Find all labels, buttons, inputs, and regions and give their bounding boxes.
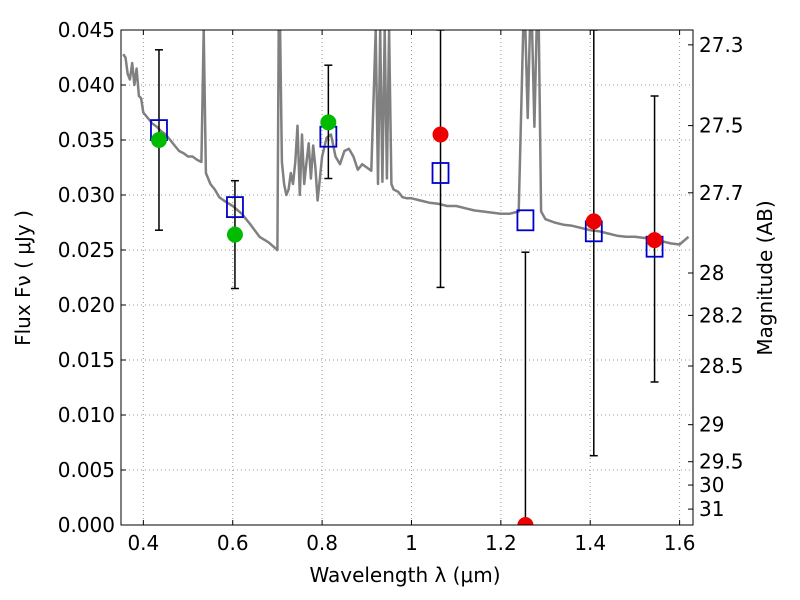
magnitude-tick-label: 31 <box>699 497 724 521</box>
y-tick-label: 0.015 <box>58 348 115 372</box>
observed-point-red <box>517 517 534 525</box>
x-tick-label: 0.8 <box>306 531 338 555</box>
y-tick-label: 0.005 <box>58 458 115 482</box>
magnitude-tick-label: 28.2 <box>699 303 744 327</box>
observed-point-red <box>432 126 449 143</box>
y-tick-label: 0.035 <box>58 128 115 152</box>
magnitude-tick-label: 27.7 <box>699 181 744 205</box>
magnitude-tick-label: 28.5 <box>699 354 744 378</box>
y-tick-label: 0.040 <box>58 73 115 97</box>
x-tick-label: 0.4 <box>127 531 159 555</box>
observed-point-red <box>585 213 602 230</box>
model-photometry-square <box>516 209 535 232</box>
x-tick-label: 1.2 <box>485 531 517 555</box>
x-tick-label: 1.6 <box>664 531 696 555</box>
magnitude-tick-label: 27.5 <box>699 114 744 138</box>
observed-point-green <box>150 132 167 148</box>
magnitude-tick-label: 28 <box>699 261 724 285</box>
data-layer <box>122 30 690 525</box>
observed-point-red <box>646 232 663 249</box>
axes: 0.4 0.6 0.8 1 1.2 1.4 1.6 0.000 0.005 0.010 0.015 0… <box>58 18 744 555</box>
y-tick-label: 0.025 <box>58 238 115 262</box>
y-tick-label: 0.020 <box>58 293 115 317</box>
magnitude-tick-label: 27.3 <box>699 33 744 57</box>
magnitude-axis-label: Magnitude (AB) <box>753 200 777 355</box>
x-tick-label: 1 <box>405 531 418 555</box>
magnitude-tick-label: 30 <box>699 473 724 497</box>
observed-point-green <box>320 114 337 131</box>
error-bar <box>436 30 445 289</box>
magnitude-tick-label: 29.5 <box>699 450 744 474</box>
y-axis-label: Flux Fν ( μJy ) <box>11 210 35 346</box>
y-tick-label: 0.045 <box>58 18 115 42</box>
y-tick-label: 0.010 <box>58 403 115 427</box>
observed-point-green <box>226 226 243 243</box>
x-axis-label: Wavelength λ (μm) <box>309 563 500 587</box>
error-bar <box>521 251 530 525</box>
plot-background <box>121 30 693 525</box>
plot-frame <box>120 29 694 526</box>
model-photometry-square <box>226 196 244 219</box>
x-tick-label: 1.4 <box>574 531 606 555</box>
y-tick-label: 0.000 <box>58 513 115 537</box>
model-photometry-square <box>431 162 450 184</box>
template-sed-line <box>122 30 690 252</box>
y-tick-label: 0.030 <box>58 183 115 207</box>
error-bar <box>589 30 598 457</box>
magnitude-tick-label: 29 <box>699 413 724 437</box>
x-tick-label: 0.6 <box>217 531 249 555</box>
